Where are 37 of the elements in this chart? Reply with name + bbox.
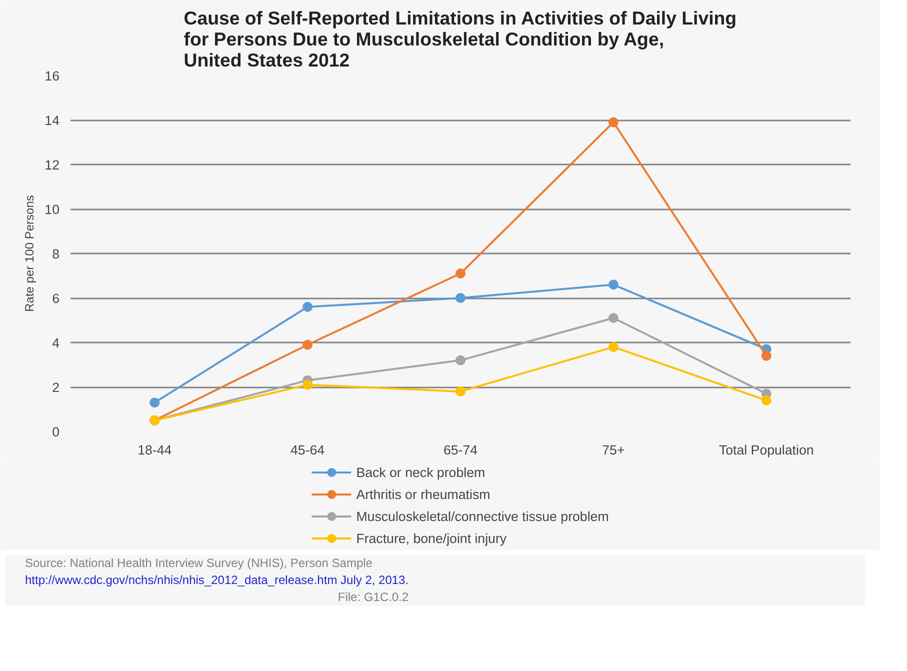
x-tick-label: 75+ bbox=[602, 442, 625, 458]
legend-label: Fracture, bone/joint injury bbox=[356, 530, 507, 547]
legend-label: Musculoskeletal/connective tissue problem bbox=[356, 508, 609, 525]
text: http://www.cdc.gov/nchs/nhis/nhis_2012_data_release.htm July 2, 2013. bbox=[25, 572, 409, 590]
chart-title: Cause of Self-Reported Limitations in Activities of Daily Living for Persons Due to Musculoskeletal Condition by Age, United States 2012 bbox=[184, 8, 737, 70]
legend-label: Back or neck problem bbox=[356, 464, 486, 481]
point bbox=[456, 355, 466, 366]
point bbox=[761, 395, 772, 406]
y-tick-label: 12 bbox=[44, 158, 60, 172]
x-tick-label: 45-64 bbox=[290, 442, 326, 458]
point bbox=[456, 386, 466, 396]
x-tick-label: 65-74 bbox=[443, 442, 478, 458]
y-tick-label: 2 bbox=[52, 380, 60, 395]
y-tick-label: 16 bbox=[44, 68, 60, 84]
legend-label: Arthritis or rheumatism bbox=[356, 486, 490, 503]
point bbox=[608, 313, 618, 324]
point bbox=[456, 293, 466, 303]
x-tick-label: 18-44 bbox=[138, 442, 172, 458]
y-tick-label: 14 bbox=[44, 113, 60, 128]
point bbox=[608, 117, 618, 128]
y-tick-label: 6 bbox=[52, 291, 60, 306]
point bbox=[302, 340, 313, 350]
text: File: G1C.0.2 bbox=[336, 589, 409, 606]
point bbox=[456, 268, 466, 279]
point bbox=[761, 350, 772, 361]
source-note: Source: National Health Interview Survey (NHIS), Person Sample bbox=[25, 555, 374, 572]
y-axis-title: Rate per 100 Persons bbox=[22, 195, 37, 312]
y-tick-label: 0 bbox=[52, 424, 60, 440]
y-tick-label: 10 bbox=[44, 202, 60, 217]
x-tick-label: Total Population bbox=[718, 442, 814, 458]
y-tick-label: 4 bbox=[52, 336, 60, 350]
point bbox=[608, 280, 618, 290]
y-tick-label: 8 bbox=[52, 246, 60, 262]
point bbox=[150, 398, 160, 408]
point bbox=[302, 302, 313, 312]
point bbox=[302, 380, 313, 390]
point bbox=[608, 342, 618, 352]
